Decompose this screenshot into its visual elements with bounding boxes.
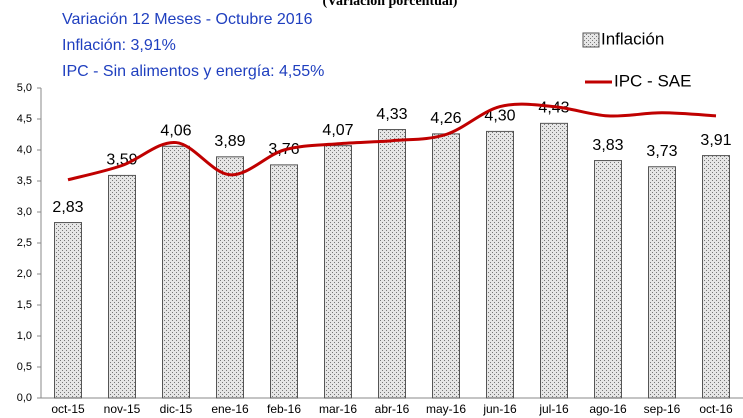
y-tick-label: 4,5: [17, 113, 32, 125]
legend-label: IPC - SAE: [614, 71, 691, 90]
data-label: 4,26: [430, 110, 461, 127]
bar: [540, 122, 568, 399]
x-tick-label: feb-16: [267, 402, 301, 416]
bar: [54, 222, 82, 399]
legend-label: Inflación: [601, 29, 664, 48]
x-tick-label: oct-15: [51, 402, 85, 416]
x-tick-label: mar-16: [319, 402, 357, 416]
y-tick-label: 0,5: [17, 361, 32, 373]
x-tick-label: dic-15: [160, 402, 193, 416]
y-tick-label: 2,0: [17, 268, 32, 280]
x-tick-label: ago-16: [589, 402, 627, 416]
data-label: 4,30: [484, 108, 515, 125]
annotation: IPC - Sin alimentos y energía: 4,55%: [62, 63, 324, 80]
y-tick-label: 3,0: [17, 206, 32, 218]
x-tick-label: jul-16: [538, 402, 569, 416]
bar: [378, 129, 406, 399]
chart-subtitle: (Variación porcentual): [323, 0, 458, 9]
x-tick-label: oct-16: [699, 402, 733, 416]
bar: [216, 156, 244, 399]
bar: [648, 166, 676, 399]
data-label: 4,06: [160, 122, 191, 139]
bar: [702, 155, 730, 399]
bar: [486, 130, 514, 399]
bar: [324, 145, 352, 399]
x-tick-label: sep-16: [644, 402, 681, 416]
y-tick-label: 0,0: [17, 392, 32, 404]
y-tick-label: 1,0: [17, 330, 32, 342]
bar: [432, 133, 460, 399]
x-tick-label: abr-16: [375, 402, 410, 416]
line: [67, 102, 717, 182]
bar: [270, 164, 298, 399]
x-tick-label: may-16: [426, 402, 466, 416]
annotation: Inflación: 3,91%: [62, 37, 176, 54]
y-tick-label: 2,5: [17, 237, 32, 249]
bar: [162, 145, 190, 399]
data-label: 3,91: [700, 132, 731, 149]
data-label: 2,83: [52, 199, 83, 216]
annotation: Variación 12 Meses - Octubre 2016: [62, 11, 313, 28]
data-label: 4,07: [322, 122, 353, 139]
x-tick-label: nov-15: [104, 402, 141, 416]
x-tick-label: jun-16: [482, 402, 517, 416]
y-tick-label: 5,0: [17, 82, 32, 94]
legend-swatch: [582, 32, 600, 48]
bar: [594, 160, 622, 399]
bar: [108, 174, 136, 399]
y-tick-label: 1,5: [17, 299, 32, 311]
data-label: 3,73: [646, 143, 677, 160]
data-label: 3,59: [106, 152, 137, 169]
y-tick-label: 3,5: [17, 175, 32, 187]
data-label: 3,89: [214, 133, 245, 150]
y-tick-label: 4,0: [17, 144, 32, 156]
x-tick-label: ene-16: [211, 402, 249, 416]
data-label: 4,33: [376, 106, 407, 123]
data-label: 3,83: [592, 137, 623, 154]
